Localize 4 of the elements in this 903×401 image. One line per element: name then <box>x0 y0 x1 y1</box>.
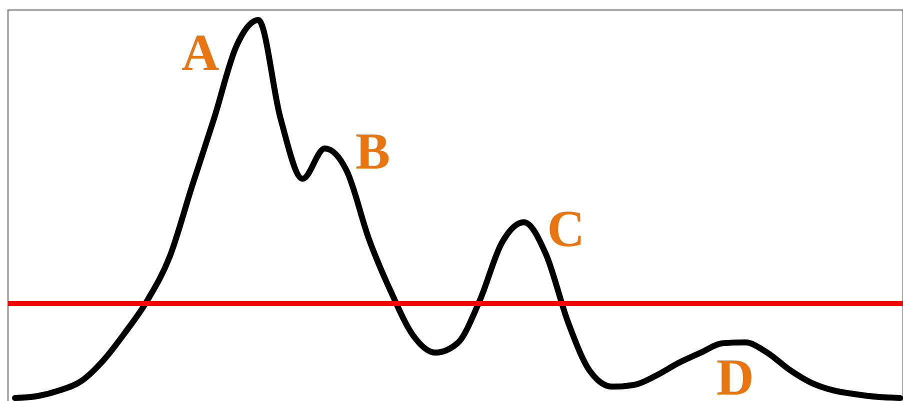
annotation: D <box>716 349 754 401</box>
annotation: B <box>355 124 390 181</box>
annotation: C <box>547 201 585 258</box>
annotation: A <box>182 25 220 82</box>
